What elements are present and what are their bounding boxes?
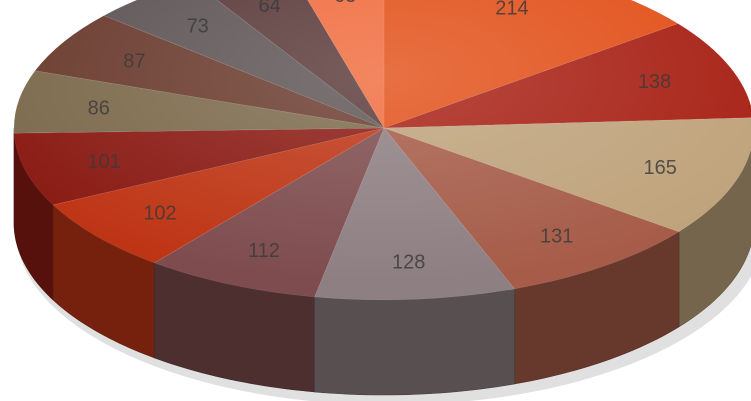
slice-label-10: 73	[187, 16, 209, 38]
slice-label-3: 131	[540, 226, 573, 248]
slice-label-8: 86	[88, 97, 110, 119]
pie-slice-side-4	[314, 288, 515, 396]
pie-top	[13, 0, 751, 301]
slice-label-1: 138	[638, 71, 671, 93]
slice-label-9: 87	[123, 51, 145, 73]
slice-label-6: 102	[143, 203, 176, 225]
pie-shine	[14, 0, 751, 300]
slice-labels: 214 138 165 131 128 112 102 101 86 87 73 64 63	[87, 0, 676, 274]
slice-label-0: 214	[495, 0, 528, 20]
slice-label-7: 101	[87, 151, 120, 173]
slice-label-12: 63	[334, 0, 356, 7]
slice-label-5: 112	[248, 240, 280, 262]
slice-label-4: 128	[392, 252, 425, 274]
slice-label-11: 64	[258, 0, 280, 17]
slice-label-2: 165	[644, 157, 677, 179]
